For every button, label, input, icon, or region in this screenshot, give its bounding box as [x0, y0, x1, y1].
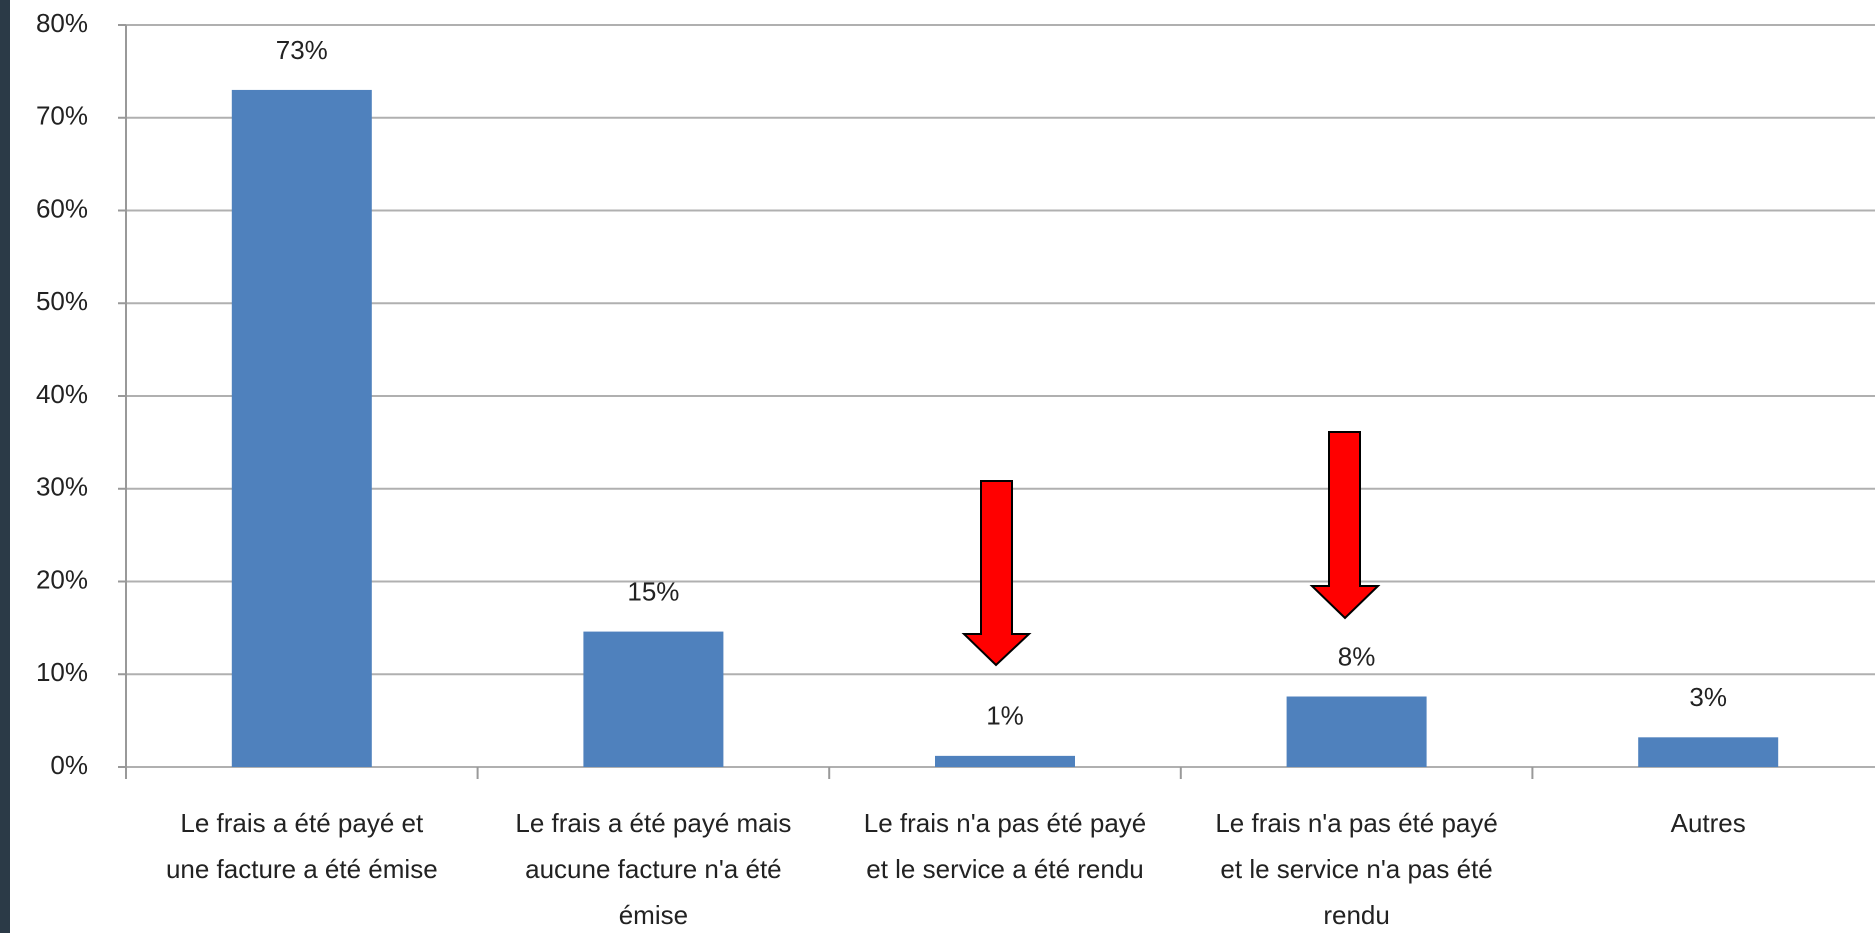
y-tick-label: 70% — [36, 101, 88, 131]
x-tick-label: Autres — [1670, 808, 1746, 838]
value-label: 8% — [1338, 641, 1376, 671]
bar — [1286, 696, 1427, 767]
value-label: 3% — [1689, 682, 1727, 712]
y-tick-label: 10% — [36, 657, 88, 687]
y-tick-label: 80% — [36, 8, 88, 38]
value-label: 73% — [276, 35, 328, 65]
red-arrow — [961, 480, 1032, 667]
x-tick-label: Le frais n'a pas été payé et le service … — [1215, 808, 1498, 930]
x-tick-label: Le frais a été payé et une facture a été… — [165, 808, 438, 884]
x-tick-label: Le frais n'a pas été payé et le service … — [863, 808, 1147, 884]
y-tick-label: 60% — [36, 193, 88, 223]
bar — [583, 631, 724, 767]
y-tick-label: 40% — [36, 379, 88, 409]
x-tick-label: Le frais a été payé mais aucune facture … — [515, 808, 792, 930]
y-tick-label: 50% — [36, 286, 88, 316]
y-tick-label: 30% — [36, 472, 88, 502]
bar — [1638, 737, 1779, 767]
arrow — [1309, 431, 1381, 620]
y-tick-label: 0% — [50, 750, 88, 780]
left-edge — [0, 0, 10, 933]
value-label: 15% — [627, 576, 679, 606]
value-label: 1% — [986, 701, 1024, 731]
y-tick-label: 20% — [36, 564, 88, 594]
plot: 0% 10% 20% 30% 40% 50% 60% 70% 80% 73% 15% 1% 8% 3% — [36, 8, 1875, 780]
red-arrow — [1309, 431, 1381, 620]
bar — [935, 755, 1075, 767]
arrow — [961, 480, 1032, 667]
bar — [231, 89, 372, 768]
